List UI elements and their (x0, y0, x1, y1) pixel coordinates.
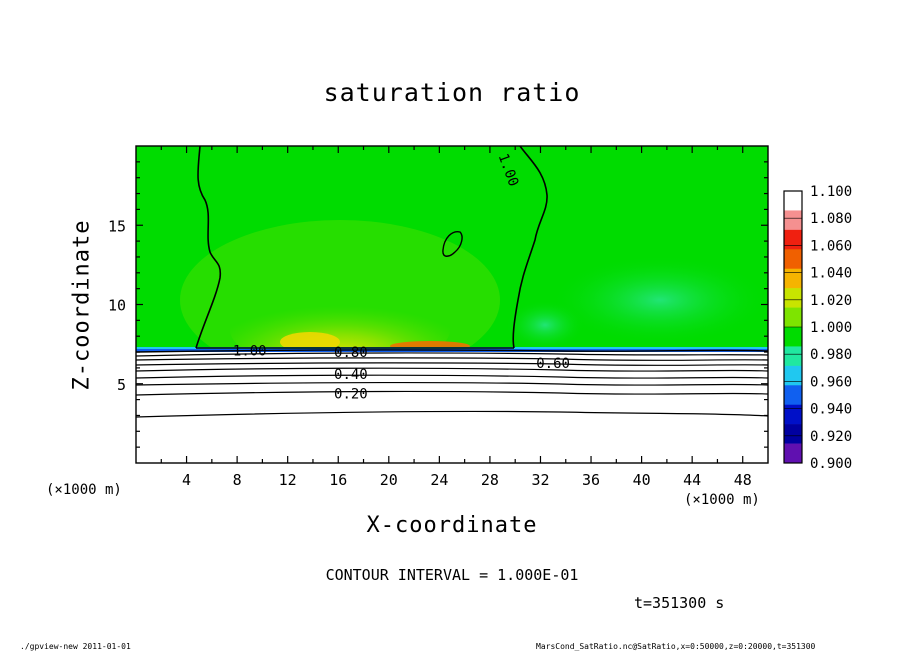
colorbar-swatch (784, 249, 802, 270)
colorbar-label: 1.080 (810, 211, 852, 227)
x-tick-label: 32 (531, 471, 549, 489)
x-tick-label: 4 (182, 471, 191, 489)
x-axis-ticks: 4 8 12 16 20 24 28 32 36 40 44 48 (160, 146, 752, 489)
field-patch-cool-2 (505, 300, 585, 350)
x-tick-label: 40 (633, 471, 651, 489)
contour-label: 0.60 (536, 356, 570, 372)
colorbar: 1.100 1.080 1.060 1.040 1.020 1.000 0.980 0.960… (783, 184, 852, 472)
x-tick-label: 24 (430, 471, 448, 489)
y-axis-label: Z-coordinate (69, 219, 95, 391)
colorbar-swatch (784, 443, 802, 464)
colorbar-swatch (784, 210, 802, 231)
contour-label: 1.00 (233, 343, 267, 359)
y-tick-label: 15 (108, 217, 126, 235)
colorbar-label: 1.040 (810, 266, 852, 282)
x-tick-label: 36 (582, 471, 600, 489)
x-tick-label: 12 (279, 471, 297, 489)
colorbar-label: 0.980 (810, 347, 852, 363)
time-label: t=351300 s (634, 594, 725, 612)
x-axis-label: X-coordinate (366, 513, 538, 538)
contour-0.20 (136, 390, 768, 396)
contour-label: 0.40 (334, 367, 368, 383)
plot-area (136, 146, 768, 463)
colorbar-swatch (784, 424, 802, 444)
colorbar-swatch (784, 288, 802, 308)
field-patch-cool (550, 255, 768, 345)
colorbar-swatch (784, 191, 802, 211)
y-axis-ticks: 5 10 15 (108, 161, 768, 448)
y-tick-label: 5 (117, 376, 126, 394)
contour-1.00-right (512, 146, 548, 349)
contour-0.70 (136, 357, 768, 361)
colorbar-label: 0.940 (810, 402, 852, 418)
colorbar-label: 0.920 (810, 429, 852, 445)
x-tick-label: 8 (233, 471, 242, 489)
colorbar-label: 1.000 (810, 320, 852, 336)
contour-0.50 (136, 367, 768, 372)
contour-label: 0.20 (334, 386, 368, 402)
contour-0.60 (136, 362, 768, 366)
x-unit-left: (×1000 m) (46, 482, 122, 498)
contour-1.00-left (195, 146, 222, 349)
colorbar-swatch (784, 229, 802, 250)
contour-1.00-blob (442, 231, 463, 257)
x-tick-label: 44 (683, 471, 701, 489)
colorbar-label: 0.900 (810, 456, 852, 472)
colorbar-swatch (784, 327, 802, 347)
x-tick-label: 20 (380, 471, 398, 489)
colorbar-label: 0.960 (810, 374, 852, 390)
colorbar-label: 1.020 (810, 293, 852, 309)
x-unit-right: (×1000 m) (684, 492, 760, 508)
x-tick-label: 48 (734, 471, 752, 489)
colorbar-label: 1.060 (810, 238, 852, 254)
colorbar-swatch (784, 365, 802, 386)
contour-0.90 (136, 349, 768, 353)
colorbar-swatch (784, 268, 802, 289)
contour-interval: CONTOUR INTERVAL = 1.000E-01 (325, 566, 579, 584)
colorbar-swatch (784, 385, 802, 406)
contour-0.40 (136, 374, 768, 379)
chart-title: saturation ratio (323, 78, 581, 107)
y-tick-label: 10 (108, 297, 126, 315)
contour-0.10 (136, 410, 768, 418)
x-tick-label: 16 (329, 471, 347, 489)
x-tick-label: 28 (481, 471, 499, 489)
colorbar-swatch (784, 307, 802, 328)
colorbar-swatch (784, 346, 802, 367)
contour-0.30 (136, 381, 768, 386)
contour-label: 0.80 (334, 345, 368, 361)
footer-left: ./gpview-new 2011-01-01 (20, 642, 131, 651)
contour-0.80 (136, 352, 768, 357)
colorbar-label: 1.100 (810, 184, 852, 200)
footer-right: MarsCond_SatRatio.nc@SatRatio,x=0:50000,… (536, 642, 816, 651)
colorbar-swatch (784, 404, 802, 425)
